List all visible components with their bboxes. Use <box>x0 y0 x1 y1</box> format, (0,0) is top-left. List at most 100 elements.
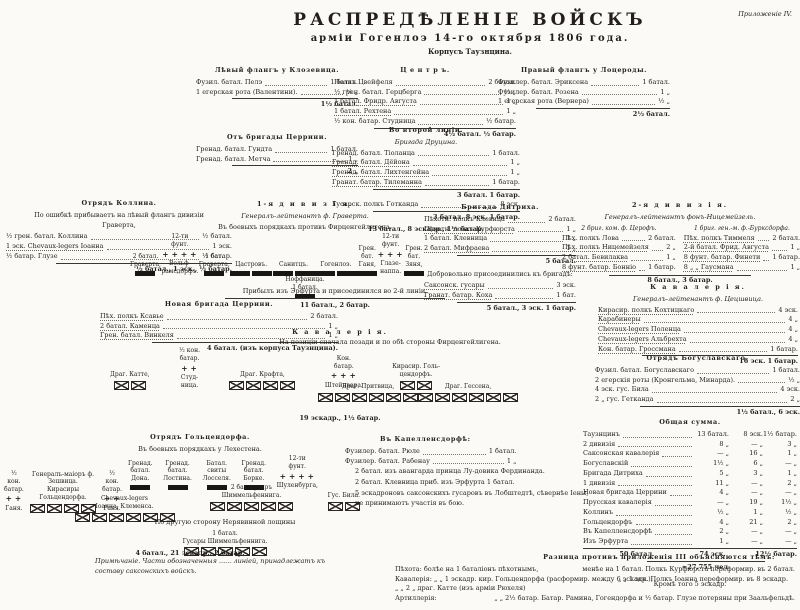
holtzendorff-units-main: Гренад. батал. Дона. Гренад. батал. Лости… <box>128 455 318 490</box>
unit-label: Гренад. батал. Гундта <box>196 144 273 153</box>
dot-leader <box>697 312 776 314</box>
unit-label: Фузил. батал. Пелэ <box>196 77 263 86</box>
differences-rows: Пѣхота: болѣе на 1 баталіонъ пѣхотнымъ, м… <box>395 565 795 604</box>
unit-strength: 4 „ <box>788 325 798 333</box>
unit-strength: ½ батар. <box>202 251 232 260</box>
total-line: 1½ батал. <box>231 98 358 110</box>
unit-label: 1 батал. Клевница <box>424 234 488 243</box>
summary-value: 19 „ <box>749 498 763 506</box>
entry-list: Полкъ Цвейфеля 2 батал. ½ грен. батал. Гер… <box>334 78 516 127</box>
dot-leader <box>106 248 210 250</box>
dot-leader <box>517 231 564 233</box>
unit-strength: 1 „ <box>506 97 516 106</box>
summary-name: Таузнцинъ <box>583 429 620 438</box>
section-new-cerrini: Новая бригада Церрини. Пѣх. полкъ Ксавье… <box>100 300 338 354</box>
division2-left-brigade: 2 бриг. ком. ф. Церофъ. Пѣх. полкъ Лова 2… <box>562 224 676 273</box>
cavalry-symbol <box>64 503 79 513</box>
unit-label: Фузил. батал. Богуславскаго <box>595 365 695 374</box>
unit-group-label: Chevaux-legers Іоанна, Клеменса. <box>95 495 154 510</box>
entry-row: Фузилер. батал. Розена 1 „ <box>498 88 670 98</box>
entry-row: Грен. батал. Винкеля 1 „ <box>100 331 338 341</box>
dot-leader <box>654 504 692 506</box>
section-left-flank: Лѣвый флангъ у Клозевица. Фузил. батал. … <box>196 66 358 110</box>
unit-label: 2 батал. Каменца <box>100 321 160 330</box>
section-kollin: Отрядъ Коллина. По ошибкѣ прибываетъ на … <box>6 199 232 274</box>
cav-symbols <box>418 392 518 402</box>
unit-label: ½ грен. батал. Герцберга <box>334 87 422 96</box>
summary-men-count: ≈27.755 чел. <box>647 560 765 573</box>
summary-value: — „ <box>717 449 729 458</box>
unit-label: ½ кон. батар. Студница <box>334 116 416 125</box>
infantry-symbol <box>294 270 315 276</box>
infantry-symbol <box>357 270 378 276</box>
dot-leader <box>162 328 326 330</box>
infantry-symbol <box>230 270 251 276</box>
unit-strength: 2 батал. <box>310 311 338 320</box>
entry-row: Гранат. батар. Тилеманна 1 батар. <box>332 178 520 188</box>
subtotal-line: 3 батал. 1 батар. <box>373 188 520 201</box>
dot-leader <box>630 259 664 261</box>
unit-group-label: Гренад. батал. Дона. <box>128 459 153 483</box>
entry-row: 1 батал. Фридр. Августа 1 „ <box>334 97 516 107</box>
artillery-symbol: + <box>307 471 315 481</box>
cavalry-symbol <box>469 392 484 402</box>
division2-right-brigade: 1 бриг. ген.-м. ф.-Бурксдорфа. Пѣх. полк… <box>684 224 800 273</box>
entry-list: Пѣх. полкъ Тиммеля 2 батал. 2-й батал. Фри… <box>684 234 800 273</box>
summary-value: 8 „ <box>719 439 729 448</box>
dot-leader <box>618 485 692 487</box>
summary-name: Коллинъ <box>583 507 614 516</box>
unit-group-inf: Санитцъ. <box>272 261 315 276</box>
total-line: 16 эск. 1 батар. <box>642 355 798 367</box>
dot-leader <box>678 351 768 353</box>
artillery-symbol: + <box>340 371 348 381</box>
cavalry-symbol <box>91 512 107 522</box>
entry-row: Пѣх. полкъ Лова 2 батал. <box>562 234 676 244</box>
inf-symbols <box>230 270 273 276</box>
holtzendorff-units-hussars: 2 бат. гусаръ Шиммельфеннига. Гус. Била. <box>210 484 360 511</box>
dot-leader <box>635 524 692 526</box>
art-symbols: + + + + <box>280 473 315 481</box>
unit-group-inf: Цастровъ. <box>230 260 273 276</box>
entry-row: 1 эск. Chevaux-legers Іоанна 1 эск. <box>6 242 232 252</box>
cavalry-symbol <box>251 547 267 557</box>
unit-label: 8 фунт. батар. Бонніо <box>562 262 637 271</box>
unit-group-label: 1 бат. Граверта, <box>198 253 230 268</box>
cavalry-symbol <box>74 512 90 522</box>
unit-label: Пѣхотн. полкъ Курфюрста <box>424 224 515 233</box>
unit-group-inf: Грен. бат. Зяня, <box>403 245 424 276</box>
unit-group-label: 1 батал. Гусары Шиммельфеннига. <box>182 529 268 545</box>
section-kapellendorf: Въ Капелленсдорфѣ: Фузилер. батал. Рюле 1… <box>345 435 590 509</box>
dot-leader <box>490 241 564 242</box>
unit-label: 8 „ „ Гаусмана <box>683 262 734 271</box>
unit-strength: ½ „ <box>504 87 516 96</box>
holtzendorff-units-left: ½ кон. батар. + + Ганя. Генералъ-маіоръ ф. З… <box>4 470 122 513</box>
unit-label: Кон. батар. Гроссмана <box>598 344 676 353</box>
dot-leader <box>507 221 546 223</box>
unit-group-sublabel: Глазе- наппа. <box>380 260 402 275</box>
cav-symbols <box>229 380 296 390</box>
infantry-symbol <box>135 270 156 276</box>
unit-strength: 1 эск. <box>212 242 232 250</box>
entry-row: Пѣхотн. полкъ Курфюрста 1 „ <box>424 225 576 235</box>
infantry-symbol <box>403 270 424 276</box>
cavalry-symbol <box>108 512 124 522</box>
summary-value: — „ <box>717 498 729 506</box>
infantry-symbol <box>167 484 188 490</box>
unit-strength: 1 батар. <box>770 344 798 353</box>
unit-group-label: Цастровъ. <box>235 260 268 268</box>
cav-symbols <box>327 501 360 511</box>
dot-leader <box>697 372 770 374</box>
unit-label: 4 эск. гус. Била <box>595 385 649 394</box>
cavalry-symbol <box>452 392 467 402</box>
summary-total-batal: 50 батал. <box>619 549 655 558</box>
inf-symbols <box>314 270 357 276</box>
entry-row: 1 егерская рота (Валентини). ½ „ <box>196 88 358 98</box>
dot-leader <box>621 240 646 242</box>
dot-leader <box>655 534 692 535</box>
unit-strength: 8 эск. <box>500 200 520 209</box>
unit-label: 1 батал. Фридр. Августа <box>334 97 417 106</box>
dot-leader <box>656 401 788 403</box>
artillery-symbol: + <box>288 471 297 481</box>
inf-symbols <box>135 270 156 276</box>
unit-label: ½ батар. Глузе <box>6 251 58 260</box>
